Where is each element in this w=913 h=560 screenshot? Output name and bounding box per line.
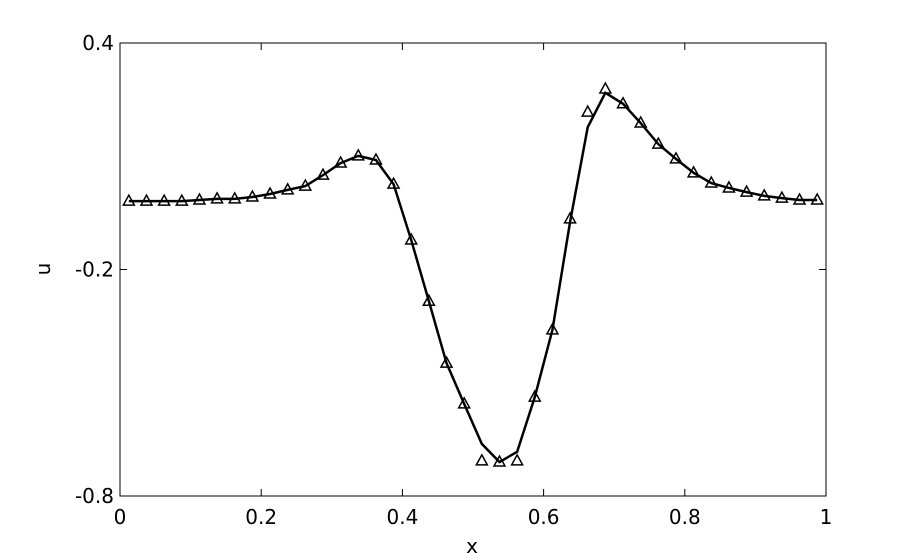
x-tick-label: 1 [820,505,833,529]
x-tick-label: 0.4 [386,505,418,529]
x-tick-label: 0.6 [528,505,560,529]
triangle-marker [545,322,560,335]
triangle-marker [227,191,242,204]
triangle-marker [245,189,260,202]
triangle-marker [175,193,189,206]
triangle-marker [810,192,824,205]
y-axis-label: u [31,263,55,276]
triangle-marker [580,104,595,117]
x-axis-label: x [466,534,478,558]
triangle-marker [192,192,207,205]
triangle-marker [739,184,754,197]
triangle-marker [280,182,295,195]
triangle-marker [492,454,507,467]
triangle-marker [457,396,471,409]
triangle-marker [563,211,577,224]
x-tick-label: 0 [114,505,127,529]
y-tick-label: -0.2 [75,258,114,282]
triangle-marker [263,186,277,199]
triangle-marker [157,193,171,206]
triangle-marker [422,293,436,306]
triangle-marker [404,232,418,245]
triangle-marker [757,188,771,201]
triangle-marker [210,191,224,204]
triangle-marker [686,165,701,178]
triangle-marker [122,193,136,206]
triangle-marker [633,115,648,128]
triangle-marker [669,151,683,164]
line-series [128,91,818,464]
triangle-marker [616,96,630,109]
triangle-marker [475,453,489,466]
triangle-marker [298,178,313,191]
triangle-marker [722,180,736,193]
triangle-marker [704,175,719,188]
triangle-marker [369,152,383,165]
triangle-marker [510,453,524,466]
triangle-marker [351,148,366,161]
triangle-marker [651,136,666,149]
x-tick-label: 0.2 [245,505,277,529]
x-tick-label: 0.8 [669,505,701,529]
triangle-marker [439,355,454,368]
triangle-marker [333,155,348,168]
triangle-marker [775,190,789,203]
triangle-marker [316,167,330,180]
triangle-marker [139,193,154,206]
y-tick-label: -0.8 [75,484,114,508]
triangle-marker [598,81,613,94]
triangle-marker [386,176,401,189]
triangle-marker [792,192,807,205]
triangle-marker [528,389,542,402]
plot-frame [119,42,827,497]
y-tick-label: 0.4 [82,31,114,55]
